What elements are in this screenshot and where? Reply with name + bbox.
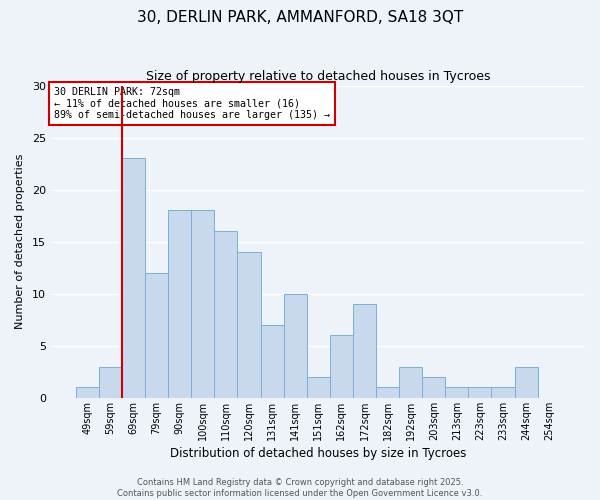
- Bar: [122, 158, 145, 398]
- Bar: [330, 336, 353, 398]
- Bar: [168, 210, 191, 398]
- Bar: [469, 388, 491, 398]
- Title: Size of property relative to detached houses in Tycroes: Size of property relative to detached ho…: [146, 70, 491, 83]
- Y-axis label: Number of detached properties: Number of detached properties: [15, 154, 25, 330]
- Bar: [145, 273, 168, 398]
- Bar: [399, 366, 422, 398]
- Bar: [99, 366, 122, 398]
- Bar: [76, 388, 99, 398]
- Bar: [284, 294, 307, 398]
- Bar: [515, 366, 538, 398]
- Bar: [238, 252, 260, 398]
- Text: 30, DERLIN PARK, AMMANFORD, SA18 3QT: 30, DERLIN PARK, AMMANFORD, SA18 3QT: [137, 10, 463, 25]
- Bar: [191, 210, 214, 398]
- X-axis label: Distribution of detached houses by size in Tycroes: Distribution of detached houses by size …: [170, 447, 467, 460]
- Text: Contains HM Land Registry data © Crown copyright and database right 2025.
Contai: Contains HM Land Registry data © Crown c…: [118, 478, 482, 498]
- Bar: [353, 304, 376, 398]
- Bar: [445, 388, 469, 398]
- Bar: [307, 377, 330, 398]
- Bar: [422, 377, 445, 398]
- Bar: [491, 388, 515, 398]
- Bar: [214, 232, 238, 398]
- Text: 30 DERLIN PARK: 72sqm
← 11% of detached houses are smaller (16)
89% of semi-deta: 30 DERLIN PARK: 72sqm ← 11% of detached …: [54, 87, 330, 120]
- Bar: [376, 388, 399, 398]
- Bar: [260, 325, 284, 398]
